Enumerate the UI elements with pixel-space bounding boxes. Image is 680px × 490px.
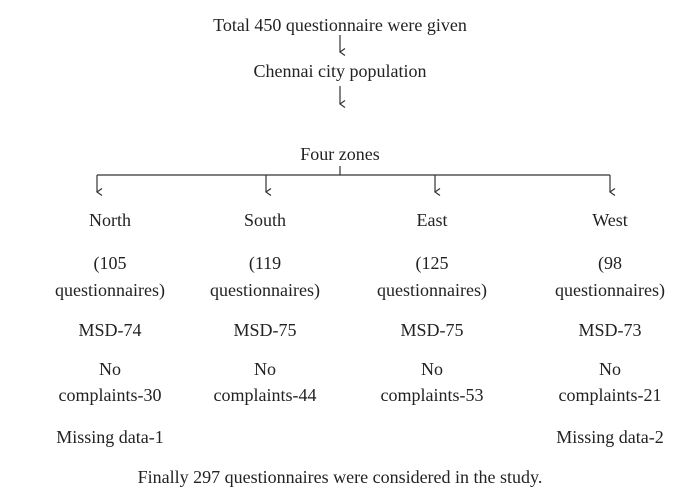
zone-no-complaints: No	[421, 359, 443, 379]
zone-name: East	[416, 210, 448, 230]
zone-name: West	[592, 210, 628, 230]
zone-count: (105	[93, 253, 127, 273]
zone-name: North	[89, 210, 131, 230]
zone-count: questionnaires)	[55, 280, 165, 300]
step-text: Chennai city population	[253, 61, 427, 81]
zone-no-complaints: complaints-30	[58, 385, 162, 405]
zone-count: (98	[598, 253, 622, 273]
step-text: Total 450 questionnaire were given	[213, 15, 467, 35]
zone-msd: MSD-73	[578, 320, 642, 340]
footer-text: Finally 297 questionnaires were consider…	[137, 467, 543, 487]
zones-title: Four zones	[300, 144, 380, 164]
zone-no-complaints: complaints-21	[558, 385, 662, 405]
zone-no-complaints: complaints-44	[213, 385, 317, 405]
zone-count: questionnaires)	[555, 280, 665, 300]
zone-name: South	[243, 210, 287, 230]
zone-count: (125	[415, 253, 449, 273]
zone-count: questionnaires)	[210, 280, 320, 300]
zone-msd: MSD-75	[400, 320, 464, 340]
zone-missing: Missing data-2	[556, 427, 664, 447]
zone-no-complaints: complaints-53	[380, 385, 484, 405]
zone-msd: MSD-75	[233, 320, 297, 340]
zone-no-complaints: No	[99, 359, 121, 379]
zone-count: (119	[248, 253, 282, 273]
zone-msd: MSD-74	[78, 320, 142, 340]
zone-missing: Missing data-1	[56, 427, 164, 447]
zone-no-complaints: No	[599, 359, 621, 379]
zone-count: questionnaires)	[377, 280, 487, 300]
zone-no-complaints: No	[254, 359, 276, 379]
